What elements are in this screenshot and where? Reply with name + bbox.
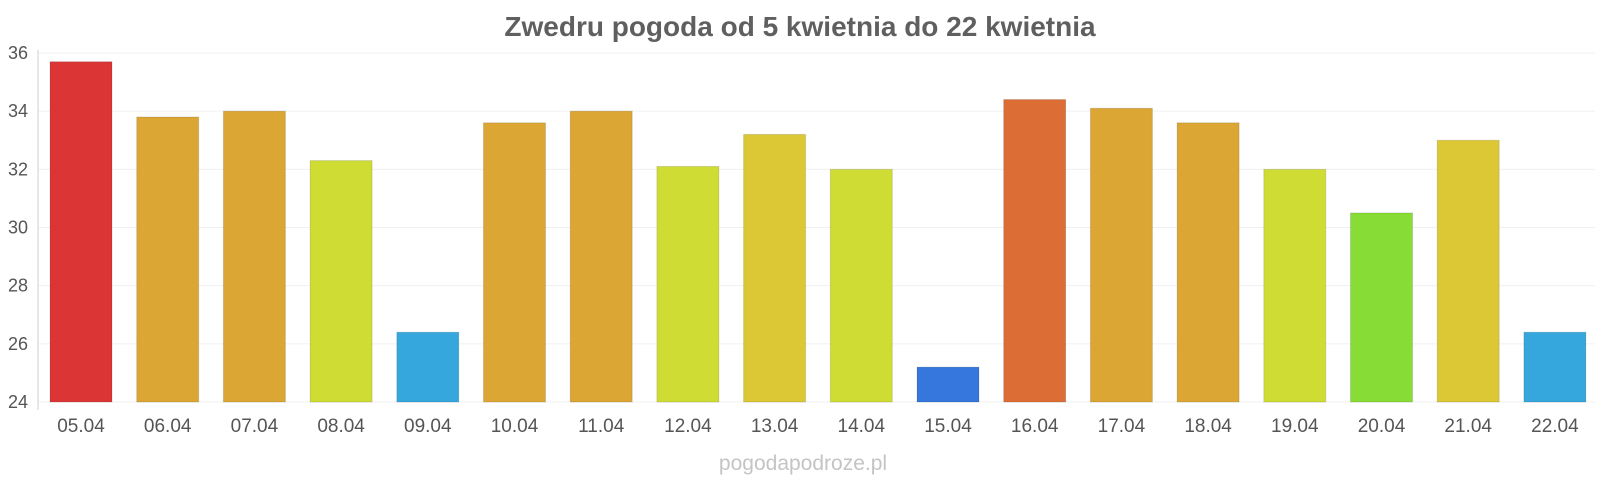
bar-20-04 — [1350, 212, 1413, 403]
source-footer: pogodapodroze.pl — [719, 452, 887, 475]
x-tick-label: 12.04 — [664, 416, 712, 437]
x-tick-label: 18.04 — [1184, 416, 1232, 437]
x-tick-label: 16.04 — [1011, 416, 1059, 437]
x-tick-label: 17.04 — [1098, 416, 1146, 437]
bar-17-04 — [1089, 107, 1153, 403]
bar-09-04 — [396, 331, 460, 403]
x-tick-label: 22.04 — [1531, 416, 1579, 437]
bar-10-04 — [483, 122, 546, 403]
bar-22-04 — [1523, 331, 1587, 403]
bar-14-04 — [829, 168, 893, 403]
y-tick-label: 34 — [8, 101, 28, 121]
y-tick-label: 32 — [8, 159, 28, 179]
x-tick-label: 11.04 — [578, 416, 625, 437]
y-tick-label: 36 — [8, 43, 28, 63]
x-tick-label: 13.04 — [751, 416, 799, 437]
bar-15-04 — [916, 366, 980, 403]
bar-07-04 — [222, 110, 286, 403]
bar-08-04 — [309, 160, 373, 403]
bar-06-04 — [136, 116, 200, 403]
x-tick-label: 09.04 — [404, 416, 452, 437]
y-tick-label: 24 — [8, 392, 28, 412]
bar-18-04 — [1176, 122, 1240, 403]
x-tick-label: 19.04 — [1271, 416, 1319, 437]
y-axis-ticks: 24 26 28 30 32 34 36 — [8, 43, 28, 412]
chart-title: Zwedru pogoda od 5 kwietnia do 22 kwietn… — [504, 11, 1096, 42]
x-tick-label: 05.04 — [57, 416, 105, 437]
x-tick-label: 08.04 — [317, 416, 365, 437]
x-tick-label: 21.04 — [1444, 416, 1492, 437]
gridlines — [38, 52, 1595, 403]
bar-16-04 — [1003, 99, 1067, 403]
bar-13-04 — [743, 133, 807, 403]
x-tick-label: 07.04 — [231, 416, 279, 437]
bar-11-04 — [569, 110, 633, 403]
y-tick-label: 26 — [8, 334, 28, 354]
bars — [49, 61, 1587, 403]
x-tick-label: 10.04 — [491, 416, 539, 437]
y-tick-label: 28 — [8, 276, 28, 296]
x-axis-ticks: 05.04 06.04 07.04 08.04 09.04 10.04 11.04 12.04… — [57, 416, 1579, 437]
bar-05-04 — [49, 61, 113, 403]
bar-12-04 — [656, 165, 720, 403]
x-tick-label: 20.04 — [1358, 416, 1406, 437]
bar-21-04 — [1436, 139, 1500, 403]
x-tick-label: 06.04 — [144, 416, 192, 437]
bar-19-04 — [1263, 168, 1327, 403]
y-tick-label: 30 — [8, 218, 28, 238]
x-tick-label: 14.04 — [838, 416, 886, 437]
x-tick-label: 15.04 — [924, 416, 972, 437]
